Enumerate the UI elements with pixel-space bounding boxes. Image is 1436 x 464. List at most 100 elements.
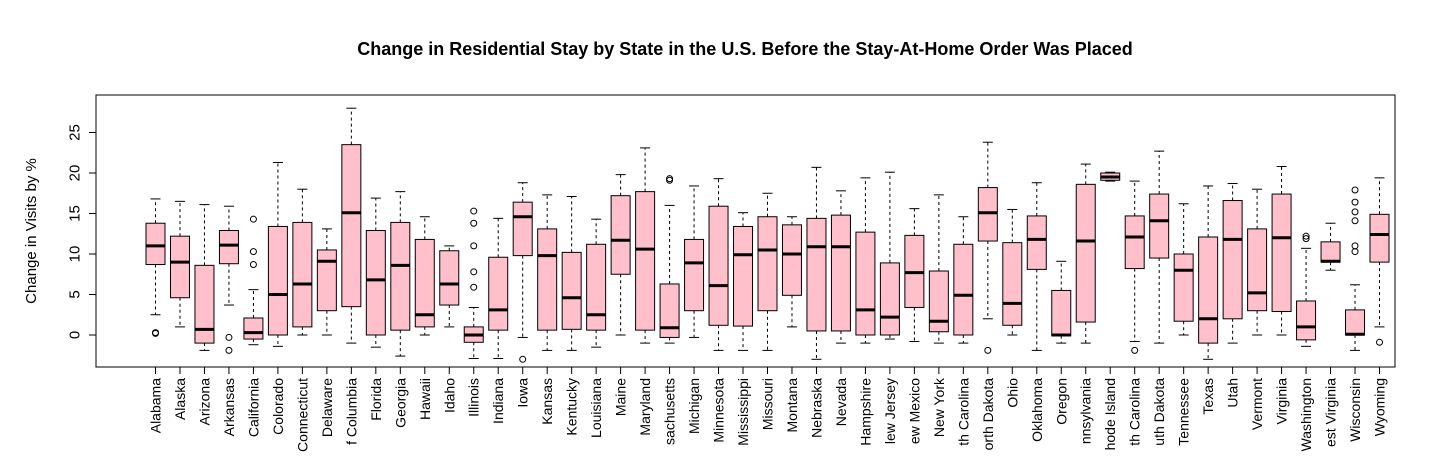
x-tick-label: Oklahoma — [1029, 378, 1045, 442]
iqr-box — [1051, 289, 1072, 337]
outlier-point — [249, 261, 257, 269]
iqr-box — [879, 262, 900, 336]
iqr-box — [733, 225, 754, 327]
box-pennsylvania — [1075, 163, 1096, 344]
iqr-box — [145, 222, 166, 266]
x-tick-label: orth Dakota — [980, 378, 996, 451]
iqr-box — [1149, 193, 1170, 259]
iqr-box — [806, 217, 827, 332]
box-kansas — [537, 194, 558, 351]
box-california — [243, 215, 264, 346]
iqr-box — [757, 216, 778, 312]
iqr-box — [1296, 300, 1317, 341]
x-tick-label: Florida — [368, 378, 384, 421]
box-missouri — [757, 192, 778, 351]
iqr-box — [1026, 215, 1047, 270]
x-tick-label: Michigan — [686, 378, 702, 434]
box-connecticut — [292, 188, 313, 336]
x-tick-label: Delaware — [319, 378, 335, 437]
outlier-point — [470, 219, 478, 227]
x-tick-label: Illinois — [466, 378, 482, 417]
x-tick-label: California — [245, 378, 261, 437]
iqr-box — [439, 250, 460, 306]
y-axis: 0 5 10 15 20 25 — [67, 124, 97, 339]
x-tick-label: Vermont — [1249, 378, 1265, 430]
box-tennessee — [1173, 203, 1194, 336]
iqr-box — [1075, 183, 1096, 323]
box-louisiana — [586, 218, 607, 348]
y-tick-label: 20 — [67, 165, 84, 182]
y-axis-label: Change in Visits by % — [23, 158, 40, 304]
x-tick-label: Maine — [613, 378, 629, 416]
y-tick-label: 15 — [67, 205, 84, 222]
box-hawaii — [414, 216, 435, 336]
iqr-box — [635, 191, 656, 331]
x-tick-label: Georgia — [392, 378, 408, 428]
outlier-point — [470, 283, 478, 291]
y-tick-label: 0 — [67, 331, 84, 339]
x-tick-label: Washington — [1298, 378, 1314, 451]
box-new-mexico — [904, 208, 925, 342]
x-tick-label: Colorado — [270, 378, 286, 435]
outlier-point — [984, 346, 992, 354]
box-north-dakota — [977, 141, 998, 354]
box-virginia — [1271, 166, 1292, 336]
outlier-point — [1351, 217, 1359, 225]
x-tick-label: Texas — [1200, 378, 1216, 415]
x-tick-label: Iowa — [515, 378, 531, 408]
x-tick-label: Missouri — [760, 378, 776, 430]
x-tick-label: Nebraska — [808, 378, 824, 438]
iqr-box — [1271, 193, 1292, 313]
iqr-box — [218, 230, 239, 265]
outlier-point — [1351, 198, 1359, 206]
box-wisconsin — [1345, 186, 1366, 351]
iqr-box — [414, 238, 435, 328]
x-tick-label: Kentucky — [564, 378, 580, 436]
x-tick-label: Louisiana — [588, 378, 604, 438]
x-tick-label: Indiana — [490, 378, 506, 424]
outlier-point — [1351, 242, 1359, 250]
iqr-box — [977, 187, 998, 242]
x-tick-label: Hampshire — [857, 378, 873, 446]
outlier-point — [519, 355, 527, 363]
box-kentucky — [561, 195, 582, 351]
x-tick-label: Connecticut — [294, 378, 310, 452]
x-tick-label: Wisconsin — [1347, 378, 1363, 442]
iqr-box — [1369, 213, 1390, 263]
outlier-point — [1351, 208, 1359, 216]
iqr-box — [267, 225, 288, 336]
x-tick-label: Hawaii — [417, 378, 433, 420]
x-tick-label: Utah — [1225, 378, 1241, 408]
box-georgia — [390, 191, 411, 357]
x-tick-label: Tennessee — [1176, 378, 1192, 446]
iqr-box — [194, 264, 215, 344]
chart-title: Change in Residential Stay by State in t… — [357, 39, 1133, 59]
box-washington — [1296, 232, 1317, 347]
x-tick-label: sachusetts — [662, 378, 678, 445]
box-illinois — [463, 207, 484, 359]
x-tick-label: nnsylvania — [1078, 378, 1094, 444]
box-alaska — [169, 200, 190, 328]
box-south-dakota — [1149, 150, 1170, 344]
box-maryland — [635, 147, 656, 344]
iqr-box — [243, 317, 264, 340]
iqr-box — [781, 224, 802, 296]
box-iowa — [512, 182, 533, 363]
x-tick-label: Arizona — [196, 378, 212, 426]
x-tick-label: uth Dakota — [1151, 378, 1167, 446]
box-west-virginia — [1320, 222, 1341, 271]
box-nevada — [830, 190, 851, 344]
box-nebraska — [806, 166, 827, 360]
iqr-box — [953, 243, 974, 336]
x-tick-label: Ohio — [1004, 378, 1020, 408]
box-minnesota — [708, 178, 729, 351]
x-tick-label: Alaska — [172, 378, 188, 420]
box-north-carolina — [953, 216, 974, 344]
outlier-point — [1376, 338, 1383, 346]
box-new-york — [928, 194, 949, 344]
outlier-point — [470, 207, 478, 215]
x-tick-label: Montana — [784, 378, 800, 433]
box-massachusetts — [659, 175, 680, 344]
x-tick-label: lew Jersey — [882, 378, 898, 444]
